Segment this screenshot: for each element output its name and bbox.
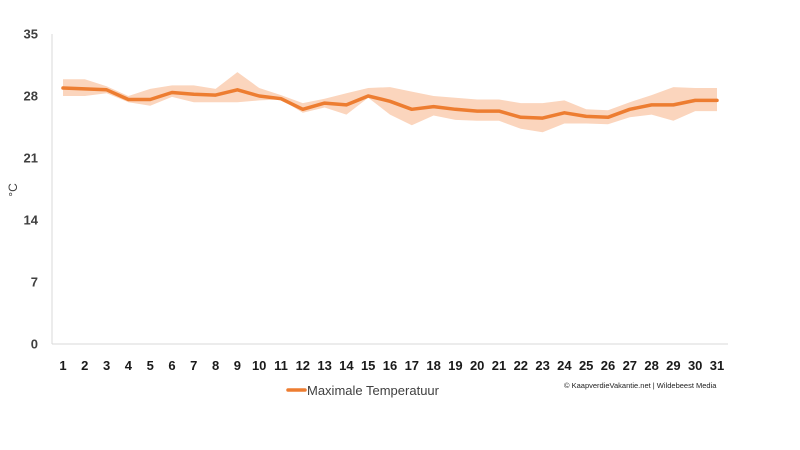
x-tick-label: 13 [317, 358, 331, 373]
x-tick-label: 31 [710, 358, 724, 373]
x-tick-label: 5 [147, 358, 154, 373]
x-tick-labels: 1 2 3 4 5 6 7 8 9 10 11 12 13 14 15 16 17 18 19 20 21 22 23 24 2… [59, 358, 724, 373]
y-axis-title: °C [6, 183, 20, 197]
x-tick-label: 6 [168, 358, 175, 373]
x-tick-label: 16 [383, 358, 397, 373]
x-tick-label: 27 [623, 358, 637, 373]
x-tick-label: 1 [59, 358, 66, 373]
x-tick-label: 3 [103, 358, 110, 373]
x-tick-label: 9 [234, 358, 241, 373]
x-tick-label: 10 [252, 358, 266, 373]
y-tick-label: 0 [31, 337, 38, 352]
x-tick-label: 20 [470, 358, 484, 373]
y-tick-label: 7 [31, 275, 38, 290]
axis-layer [51, 34, 728, 345]
legend: Maximale Temperatuur [286, 383, 440, 398]
x-tick-label: 11 [274, 358, 288, 373]
series-line-layer [61, 86, 719, 120]
x-tick-label: 24 [557, 358, 572, 373]
x-tick-label: 23 [535, 358, 549, 373]
x-tick-label: 29 [666, 358, 680, 373]
x-tick-label: 19 [448, 358, 462, 373]
x-tick-label: 17 [405, 358, 419, 373]
y-tick-label: 14 [24, 213, 39, 228]
y-tick-label: 35 [24, 27, 38, 42]
x-tick-label: 28 [644, 358, 658, 373]
copyright-credit: © KaapverdieVakantie.net | Wildebeest Me… [564, 381, 717, 390]
x-tick-label: 15 [361, 358, 375, 373]
x-tick-label: 12 [296, 358, 310, 373]
x-tick-label: 21 [492, 358, 506, 373]
x-tick-label: 2 [81, 358, 88, 373]
x-tick-label: 30 [688, 358, 702, 373]
y-tick-label: 28 [24, 89, 38, 104]
y-tick-labels: 0 7 14 21 28 35 [24, 27, 39, 352]
x-tick-label: 18 [426, 358, 440, 373]
x-tick-label: 14 [339, 358, 354, 373]
x-tick-label: 25 [579, 358, 593, 373]
x-tick-label: 26 [601, 358, 615, 373]
x-tick-label: 4 [125, 358, 133, 373]
legend-label: Maximale Temperatuur [307, 383, 440, 398]
x-tick-label: 22 [514, 358, 528, 373]
y-tick-label: 21 [24, 151, 38, 166]
x-tick-label: 8 [212, 358, 219, 373]
x-tick-label: 7 [190, 358, 197, 373]
